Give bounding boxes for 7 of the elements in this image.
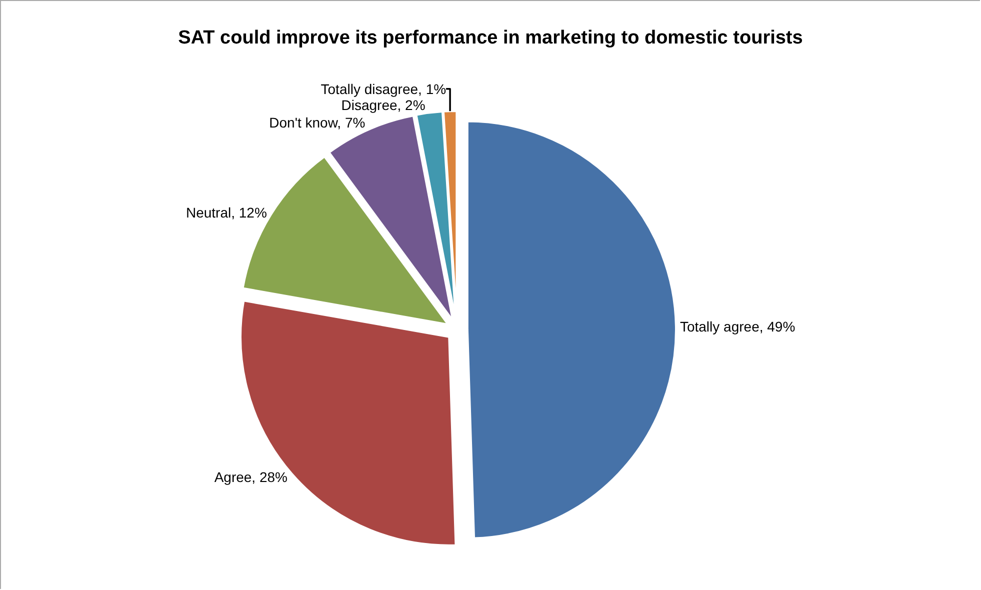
slice-label: Totally agree, 49% (680, 318, 796, 335)
slice-label: Disagree, 2% (341, 96, 426, 113)
slice-label: Totally disagree, 1% (320, 80, 446, 97)
chart-title: SAT could improve its performance in marketing to domestic tourists (178, 28, 803, 49)
slice-label: Agree, 28% (214, 468, 288, 485)
slice-label: Neutral, 12% (186, 204, 267, 220)
slice-label: Don't know, 7% (269, 114, 366, 131)
